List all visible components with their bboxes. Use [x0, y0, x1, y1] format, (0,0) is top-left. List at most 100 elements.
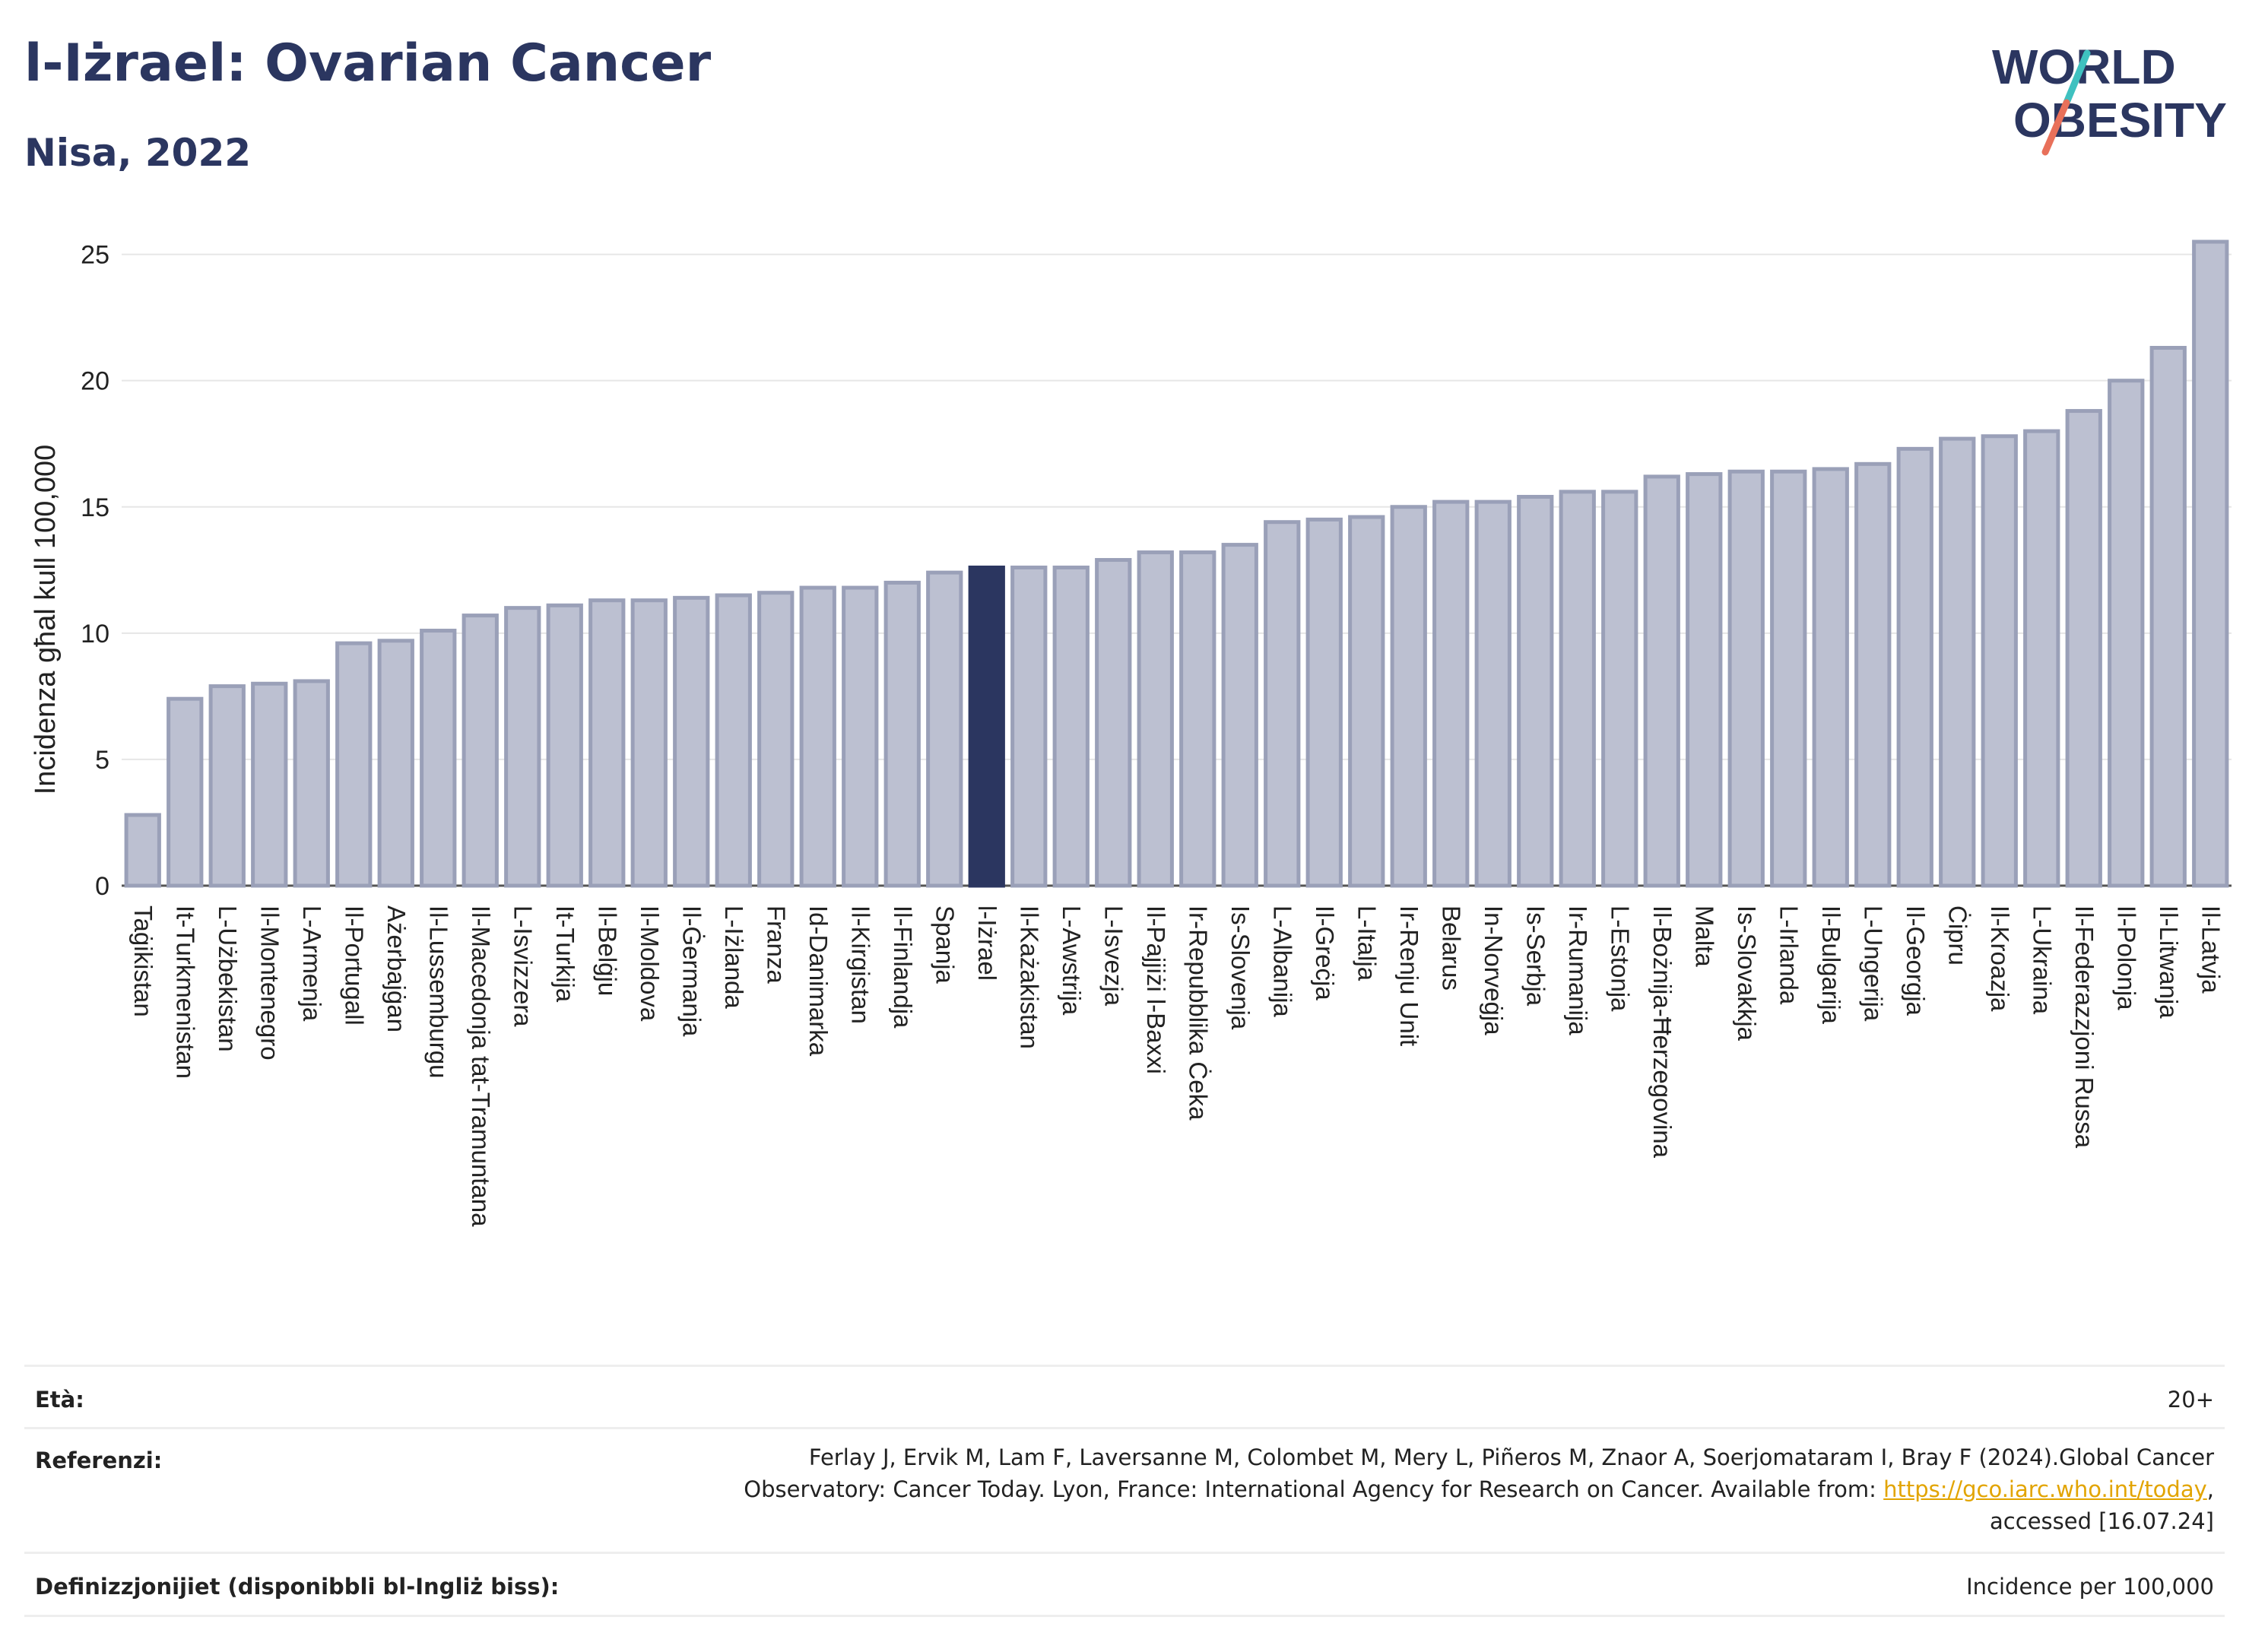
references-value: Ferlay J, Ervik M, Lam F, Laversanne M, …	[744, 1441, 2214, 1537]
x-tick-label: Belarus	[1437, 905, 1465, 991]
bar-15	[757, 591, 795, 888]
age-value: 20+	[2167, 1387, 2214, 1413]
x-tick-label: Id-Danimarka	[804, 905, 833, 1057]
bar-0	[124, 813, 161, 888]
x-tick-label: L-Irlanda	[1775, 905, 1803, 1005]
references-label: Referenzi:	[35, 1447, 163, 1473]
x-tick-label: Malta	[1690, 905, 1718, 967]
x-tick-label: Il-Federazzjoni Russa	[2070, 905, 2098, 1149]
bar-1	[167, 696, 204, 888]
bar-25	[1179, 550, 1216, 888]
x-tick-label: Il-Lussemburgu	[424, 905, 452, 1078]
bar-47	[2108, 379, 2145, 888]
x-tick-label: Franza	[762, 905, 790, 984]
info-row-definitions: Definizzjonijiet (disponibbli bl-Ingliż …	[24, 1552, 2225, 1617]
bar-6	[377, 639, 414, 888]
bar-19	[926, 570, 963, 888]
x-tick-label: Ażerbajġan	[382, 905, 411, 1032]
bar-26	[1221, 543, 1258, 888]
bar-31	[1432, 499, 1470, 888]
bar-44	[1981, 434, 2018, 888]
x-tick-label: Taġikistan	[129, 905, 157, 1017]
x-tick-label: L-Estonja	[1606, 905, 1634, 1012]
x-tick-label: Il-Moldova	[636, 905, 664, 1022]
bar-3	[251, 681, 288, 888]
bar-34	[1559, 490, 1596, 888]
x-tick-labels: Taġikistan It-Turkmenistan L-Użbekistan Il-…	[129, 905, 2225, 1227]
x-tick-label: Il-Latvja	[2197, 905, 2225, 994]
y-tick-label: 20	[81, 367, 109, 396]
x-tick-label: L-Ungerija	[1859, 905, 1887, 1022]
x-tick-label: Il-Polonja	[2112, 905, 2140, 1010]
x-tick-label: Il-Ġermanja	[677, 905, 706, 1037]
bar-24	[1137, 550, 1174, 888]
y-axis-label: Incidenza għal kull 100,000	[30, 445, 62, 795]
bar-18	[883, 580, 921, 888]
x-tick-label: L-Armenja	[298, 905, 326, 1022]
bar-49	[2192, 239, 2229, 888]
bar-11	[588, 598, 626, 888]
x-tick-label: It-Turkmenistan	[171, 905, 199, 1079]
info-row-references: Referenzi: Ferlay J, Ervik M, Lam F, Lav…	[24, 1427, 2225, 1551]
bar-46	[2065, 409, 2102, 888]
x-tick-label: L-Użbekistan	[214, 905, 242, 1052]
bar-45	[2023, 429, 2060, 888]
bar-7	[420, 629, 457, 888]
bar-27	[1264, 520, 1301, 888]
bar-35	[1601, 490, 1638, 888]
x-tick-label: L-Isvizzera	[509, 905, 537, 1027]
bar-5	[335, 641, 373, 888]
bar-33	[1517, 494, 1554, 888]
bar-10	[546, 603, 583, 888]
y-tick-labels: 0 5 10 15 20 25	[81, 241, 109, 901]
x-tick-label: Il-Georgja	[1902, 905, 1930, 1016]
x-tick-label: Il-Pajjiżi l-Baxxi	[1142, 905, 1170, 1074]
bar-20	[968, 565, 1005, 888]
bar-8	[462, 614, 499, 888]
x-tick-label: It-Turkija	[551, 905, 579, 1003]
x-tick-label: Spanja	[931, 905, 959, 984]
y-tick-label: 15	[81, 493, 109, 522]
x-tick-label: Il-Każakistan	[1015, 905, 1043, 1049]
bar-29	[1348, 515, 1385, 888]
x-tick-label: Il-Montenegro	[255, 905, 284, 1061]
reference-line-3: accessed [16.07.24]	[1990, 1508, 2214, 1534]
bar-2	[208, 684, 246, 888]
bar-chart: 0 5 10 15 20 25 Taġikistan It-Turkmenistan L-Uż…	[30, 239, 2232, 1227]
x-tick-label: Ċipru	[1943, 905, 1971, 966]
bar-22	[1052, 565, 1090, 888]
age-label: Età:	[35, 1387, 84, 1413]
info-row-age: Età: 20+	[24, 1365, 2225, 1428]
logo-slash-top	[2063, 49, 2091, 106]
x-tick-label: Ir-Repubblika Ċeka	[1184, 905, 1212, 1121]
x-tick-label: Is-Slovenja	[1226, 905, 1255, 1030]
y-tick-label: 0	[95, 872, 109, 901]
bar-23	[1095, 558, 1132, 888]
x-tick-label: L-Awstrija	[1058, 905, 1086, 1016]
bar-43	[1939, 436, 1976, 888]
page-title: l-Iżrael: Ovarian Cancer	[24, 33, 712, 94]
reference-line-2-suffix: ,	[2206, 1476, 2214, 1502]
x-tick-label: Is-Slovakkja	[1733, 905, 1761, 1042]
page-subtitle: Nisa, 2022	[24, 131, 252, 175]
x-tick-label: Is-Serbja	[1521, 905, 1550, 1007]
reference-line-2: Observatory: Cancer Today. Lyon, France:…	[744, 1473, 2214, 1505]
x-tick-label: In-Norveġja	[1480, 905, 1508, 1035]
x-tick-label: Ir-Renju Unit	[1395, 905, 1423, 1046]
bar-40	[1812, 467, 1849, 888]
bar-4	[293, 679, 330, 888]
bar-21	[1010, 565, 1048, 888]
x-tick-label: Il-Kirgistan	[846, 905, 874, 1024]
x-tick-label: Ir-Rumanija	[1564, 905, 1592, 1035]
bars	[124, 239, 2229, 888]
reference-line-2-text: Observatory: Cancer Today. Lyon, France:…	[744, 1476, 1884, 1502]
x-tick-label: Il-Bulgarija	[1817, 905, 1845, 1025]
bar-12	[630, 598, 668, 888]
y-tick-label: 5	[95, 746, 109, 775]
reference-link[interactable]: https://gco.iarc.who.int/today	[1883, 1476, 2207, 1502]
bar-48	[2149, 346, 2187, 888]
x-tick-label: Il-Portugall	[340, 905, 368, 1026]
y-tick-label: 10	[81, 620, 109, 648]
bar-9	[504, 606, 541, 888]
x-tick-label: Il-Belġju	[593, 905, 621, 996]
